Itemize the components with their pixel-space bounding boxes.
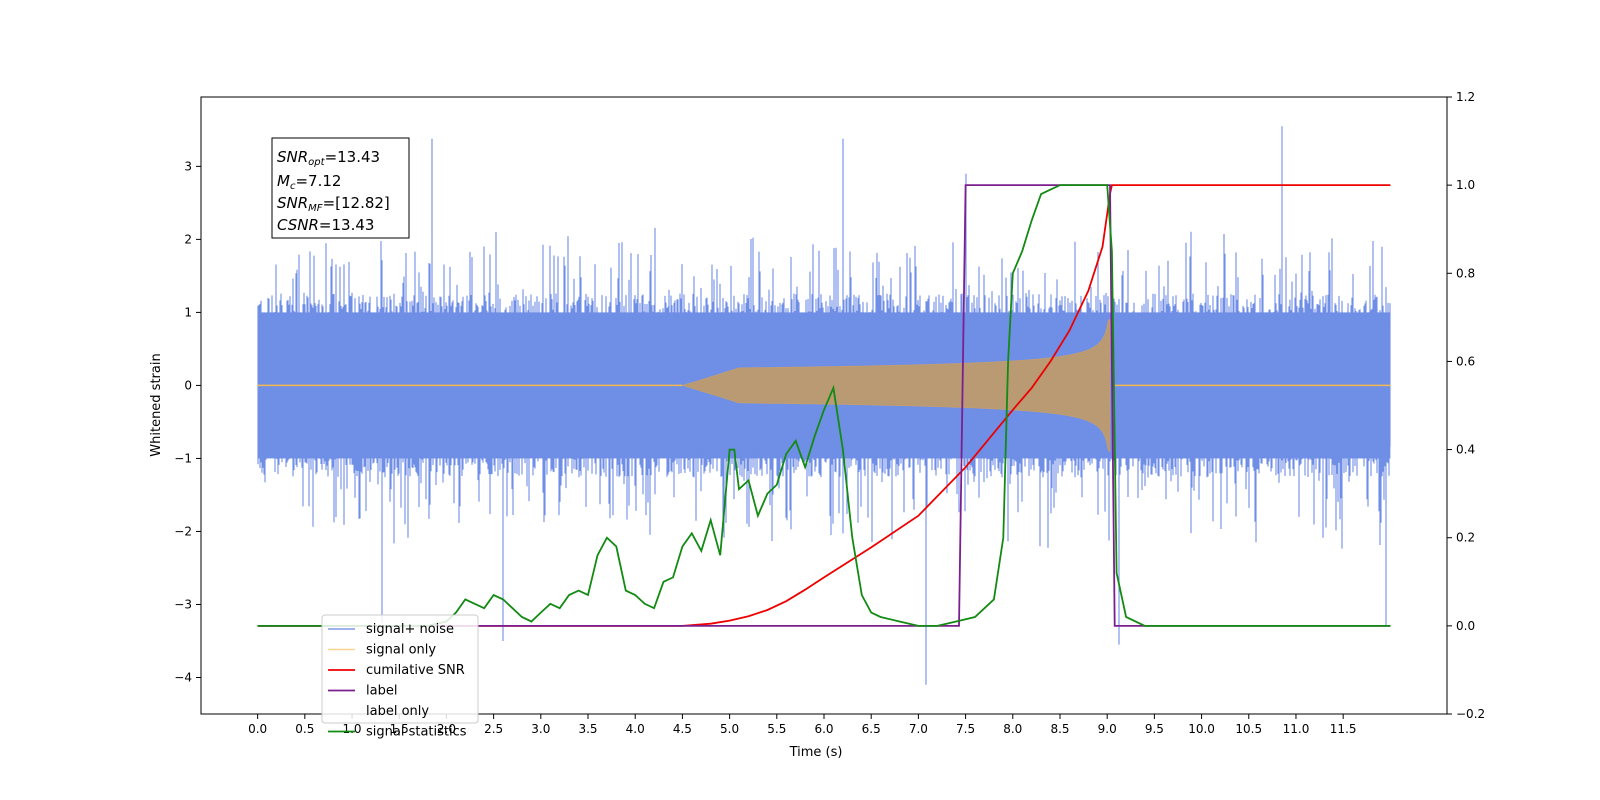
y-tick-label: 0 [184, 378, 192, 392]
x-tick-label: 1.5 [390, 722, 409, 736]
signal-noise-series [257, 126, 1391, 685]
y-tick-label: −4 [174, 670, 192, 684]
legend-entry: signal only [366, 643, 436, 658]
annotation-csnr: CSNR=13.43 [277, 216, 374, 234]
signal-chirp [681, 319, 1111, 452]
x-tick-label: 9.5 [1145, 722, 1164, 736]
x-tick-label: 10.0 [1188, 722, 1215, 736]
x-tick-label: 0.5 [295, 722, 314, 736]
x-tick-label: 1.0 [342, 722, 361, 736]
legend-entry: signal statistics [366, 725, 467, 740]
x-tick-label: 7.5 [956, 722, 975, 736]
x-tick-label: 0.0 [248, 722, 267, 736]
x-tick-label: 3.0 [531, 722, 550, 736]
x-tick-label: 2.5 [484, 722, 503, 736]
plot-area [257, 126, 1391, 685]
x-tick-label: 2.0 [437, 722, 456, 736]
legend-entry: label [366, 684, 397, 699]
x-axis-ticks: 0.0 0.5 1.0 1.5 2.0 2.5 3.0 3.5 4.0 4.5 5.0 5.5 6.0 6… [248, 714, 1357, 736]
x-tick-label: 8.0 [1003, 722, 1022, 736]
signal-statistics-line [257, 184, 1391, 627]
y-tick-label: 1 [184, 305, 192, 319]
y-tick-label: −1 [174, 451, 192, 465]
x-tick-label: 11.0 [1283, 722, 1310, 736]
y2-tick-label: −0.2 [1456, 707, 1485, 721]
x-tick-label: 8.5 [1050, 722, 1069, 736]
y2-tick-label: 0.8 [1456, 266, 1475, 280]
annotation-mc: Mc=7.12 [277, 172, 341, 192]
y2-tick-label: 0.0 [1456, 619, 1475, 633]
stats-annotation-box: SNRopt=13.43 Mc=7.12 SNRMF=[12.82] CSNR=… [271, 137, 410, 239]
legend: signal+ noise signal only cumilative SNR la… [321, 614, 479, 740]
cumulative-snr-line [257, 184, 1391, 627]
legend-entry: signal+ noise [366, 622, 454, 637]
x-tick-label: 5.0 [720, 722, 739, 736]
x-tick-label: 7.0 [909, 722, 928, 736]
legend-entry: cumilative SNR [366, 663, 465, 678]
x-axis-label: Time (s) [789, 745, 843, 760]
x-tick-label: 5.5 [767, 722, 786, 736]
y2-tick-label: 0.6 [1456, 354, 1475, 368]
y2-tick-label: 0.2 [1456, 531, 1475, 545]
x-tick-label: 3.5 [578, 722, 597, 736]
annotation-snr-mf: SNRMF=[12.82] [277, 194, 390, 214]
noise-trace [257, 126, 1391, 685]
annotation-snr-opt: SNRopt=13.43 [277, 148, 380, 168]
y-tick-label: −2 [174, 524, 192, 538]
y2-tick-label: 0.4 [1456, 443, 1475, 457]
x-tick-label: 6.0 [814, 722, 833, 736]
y-tick-label: 2 [184, 232, 192, 246]
x-tick-label: 4.5 [673, 722, 692, 736]
y2-axis-ticks: −0.2 0.0 0.2 0.4 0.6 0.8 1.0 1.2 [1447, 90, 1485, 721]
x-tick-label: 11.5 [1330, 722, 1357, 736]
y-axis-label: Whitened strain [149, 353, 164, 456]
x-tick-label: 6.5 [862, 722, 881, 736]
legend-entry: label only [366, 704, 429, 719]
y2-tick-label: 1.2 [1456, 90, 1475, 104]
annotation-frame [271, 137, 410, 239]
y-tick-label: 3 [184, 159, 192, 173]
legend-frame [321, 614, 479, 724]
y-tick-label: −3 [174, 597, 192, 611]
x-tick-label: 9.0 [1098, 722, 1117, 736]
y-axis-ticks: −4 −3 −2 −1 0 1 2 3 [174, 159, 201, 684]
signal-only-series [257, 319, 1391, 452]
x-tick-label: 4.0 [626, 722, 645, 736]
x-tick-label: 10.5 [1235, 722, 1262, 736]
y2-tick-label: 1.0 [1456, 178, 1475, 192]
